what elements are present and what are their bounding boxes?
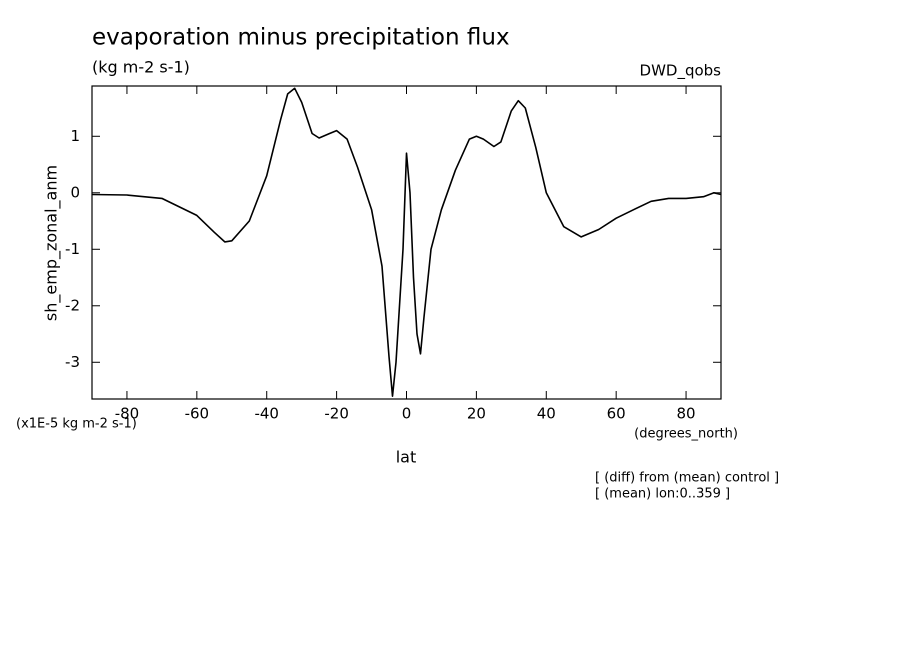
dataset-label: DWD_qobs [640,62,722,81]
data-line [91,87,722,397]
x-units: (degrees_north) [634,427,738,442]
x-axis-label: lat [396,448,417,467]
y-tick-label: 1 [70,127,80,145]
x-tick-label: -20 [324,405,349,423]
x-tick-label: 40 [537,405,556,423]
x-tick-label: 60 [607,405,626,423]
y-tick-label: -3 [65,353,80,371]
x-tick-label: 0 [402,405,412,423]
y-units: (x1E-5 kg m-2 s-1) [16,417,137,432]
plot-frame [91,85,722,400]
chart-subtitle: (kg m-2 s-1) [92,58,190,77]
chart-title: evaporation minus precipitation flux [92,25,510,51]
note: [ (diff) from (mean) control ] [595,471,779,486]
x-tick-label: -40 [254,405,279,423]
y-axis-label: sh_emp_zonal_anm [42,165,62,321]
y-tick-label: 0 [70,183,80,201]
y-tick-label: -1 [65,240,80,258]
x-tick-label: -80 [115,405,140,423]
x-tick-label: 80 [677,405,696,423]
x-tick-label: -60 [185,405,210,423]
y-tick-label: -2 [65,296,80,314]
note: [ (mean) lon:0..359 ] [595,487,730,502]
x-tick-label: 20 [467,405,486,423]
